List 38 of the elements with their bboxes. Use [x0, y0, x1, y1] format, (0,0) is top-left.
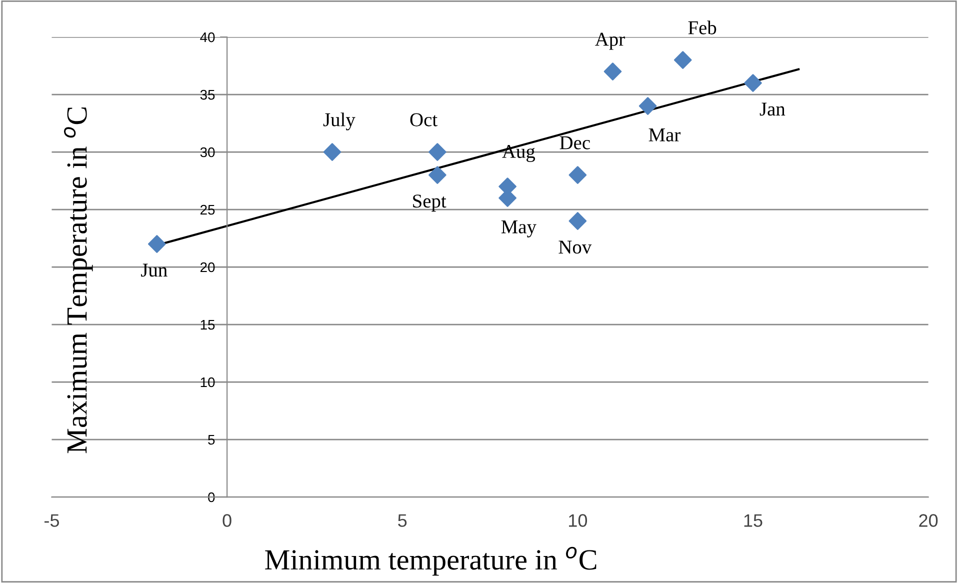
y-tick-label: 10 — [200, 377, 215, 388]
point — [674, 51, 692, 69]
point — [428, 166, 446, 184]
point — [744, 74, 762, 92]
annotation: Oct — [410, 113, 438, 126]
y-tick-label: 25 — [200, 204, 215, 215]
x-tick-label: 15 — [744, 514, 762, 527]
annotation: Sept — [413, 194, 446, 212]
point — [638, 97, 657, 115]
point — [568, 212, 587, 230]
point — [148, 235, 166, 253]
annotation: July — [323, 112, 356, 130]
y-tick-label: 35 — [200, 90, 215, 100]
annotation: Apr — [595, 32, 625, 50]
point — [568, 166, 587, 184]
point — [428, 143, 446, 161]
y-tick-label: 15 — [200, 320, 215, 330]
annotation: Dec — [560, 136, 590, 150]
point — [323, 143, 342, 161]
y-tick-label: 40 — [200, 32, 215, 42]
annotation: Jan — [760, 102, 786, 116]
point — [604, 62, 622, 80]
x-axis-title: Minimum temperature in $^{o}$C — [265, 546, 596, 576]
x-tick-label: 20 — [919, 514, 938, 527]
annotation: Feb — [688, 20, 716, 34]
annotation: Aug — [502, 144, 536, 162]
annotation: Nov — [558, 240, 592, 254]
x-tick-label: 0 — [222, 514, 232, 527]
x-tick-label: 10 — [569, 514, 588, 527]
y-tick-label: 30 — [200, 147, 215, 158]
annotation: May — [501, 220, 536, 238]
y-tick-label: 20 — [200, 262, 215, 272]
y-axis-title: Maximum Temperature in $^{o}$C — [64, 107, 93, 454]
x-tick-label: 5 — [398, 514, 407, 527]
y-tick-label: 5 — [208, 434, 215, 445]
x-tick-label: -5 — [44, 514, 60, 527]
annotation: Mar — [648, 128, 680, 142]
annotation: Jun — [141, 264, 168, 277]
